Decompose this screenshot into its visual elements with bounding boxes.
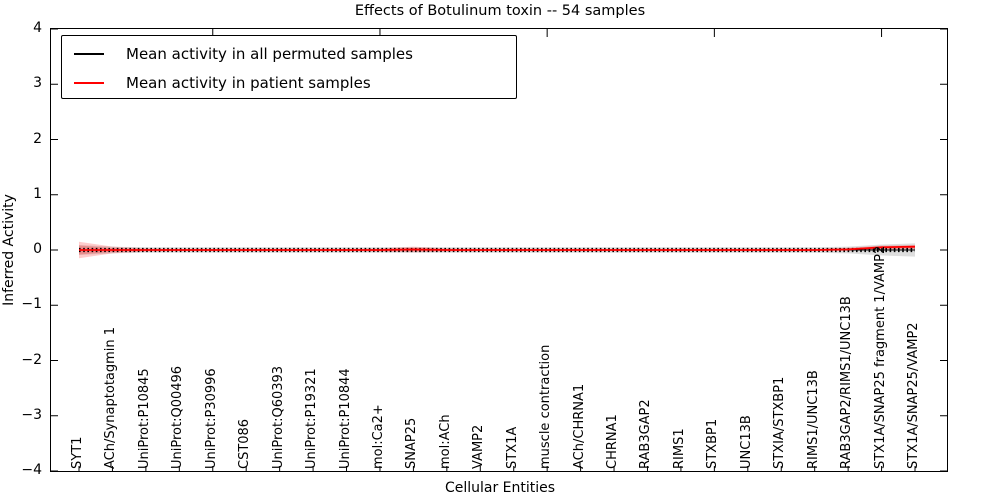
x-category-label: STXIA/STXBP1 xyxy=(772,376,788,469)
legend-label: Mean activity in all permuted samples xyxy=(126,44,413,63)
x-category-label: UniProt:P10845 xyxy=(136,368,152,469)
x-category-label: UniProt:Q60393 xyxy=(270,365,286,469)
y-tick-label: −3 xyxy=(21,406,42,423)
x-category-label: UniProt:P10844 xyxy=(337,368,353,469)
plot-area xyxy=(50,28,948,472)
x-category-label: mol:Ca2+ xyxy=(370,404,386,469)
legend-label: Mean activity in patient samples xyxy=(126,73,371,92)
y-tick-label: 3 xyxy=(33,75,42,92)
x-category-label: mol:ACh xyxy=(437,414,453,469)
red-line-swatch xyxy=(74,81,104,84)
x-category-label: SYT1 xyxy=(70,436,85,469)
y-tick-label: −2 xyxy=(21,351,42,368)
x-category-label: RIMS1 xyxy=(671,428,687,469)
x-category-label: UniProt:Q00496 xyxy=(170,365,186,469)
x-category-label: STX1A/SNAP25/VAMP2 xyxy=(906,322,921,469)
x-category-label: SNAP25 xyxy=(404,417,420,469)
x-category-label: CST086 xyxy=(237,418,253,469)
x-category-label: muscle contraction xyxy=(538,344,554,469)
y-tick-label: −4 xyxy=(21,462,42,478)
y-tick-label: 0 xyxy=(33,241,42,257)
y-tick-label: −1 xyxy=(21,296,42,313)
x-category-label: ACh/Synaptotagmin 1 xyxy=(103,326,119,469)
y-tick-label: 1 xyxy=(33,185,42,202)
x-category-label: VAMP2 xyxy=(471,424,487,469)
x-category-label: UNC13B xyxy=(738,415,754,469)
y-tick-label: 4 xyxy=(33,20,42,36)
x-category-label: STX1A xyxy=(504,426,520,469)
legend-item-patient: Mean activity in patient samples xyxy=(62,68,516,97)
x-category-label: CHRNA1 xyxy=(605,414,621,469)
x-category-label: STX1A/SNAP25 fragment 1/VAMP2 xyxy=(872,245,888,469)
x-category-label: UniProt:P19321 xyxy=(304,368,320,469)
x-category-label: RAB3GAP2/RIMS1/UNC13B xyxy=(839,296,855,469)
x-category-label: STXBP1 xyxy=(705,418,721,469)
x-category-label: RAB3GAP2 xyxy=(638,399,654,469)
black-line-swatch xyxy=(74,52,104,55)
patient-mean-line xyxy=(79,245,916,251)
x-category-label: ACh/CHRNA1 xyxy=(571,383,587,469)
x-category-label: RIMS1/UNC13B xyxy=(805,370,821,469)
x-axis-title: Cellular Entities xyxy=(444,480,556,496)
chart-title: Effects of Botulinum toxin -- 54 samples xyxy=(354,3,646,19)
x-category-label: UniProt:P30996 xyxy=(203,368,219,469)
legend-box: Mean activity in all permuted samples Me… xyxy=(61,35,517,99)
legend-item-permuted: Mean activity in all permuted samples xyxy=(62,39,516,68)
chart-canvas xyxy=(51,29,947,471)
y-tick-label: 2 xyxy=(33,130,42,147)
